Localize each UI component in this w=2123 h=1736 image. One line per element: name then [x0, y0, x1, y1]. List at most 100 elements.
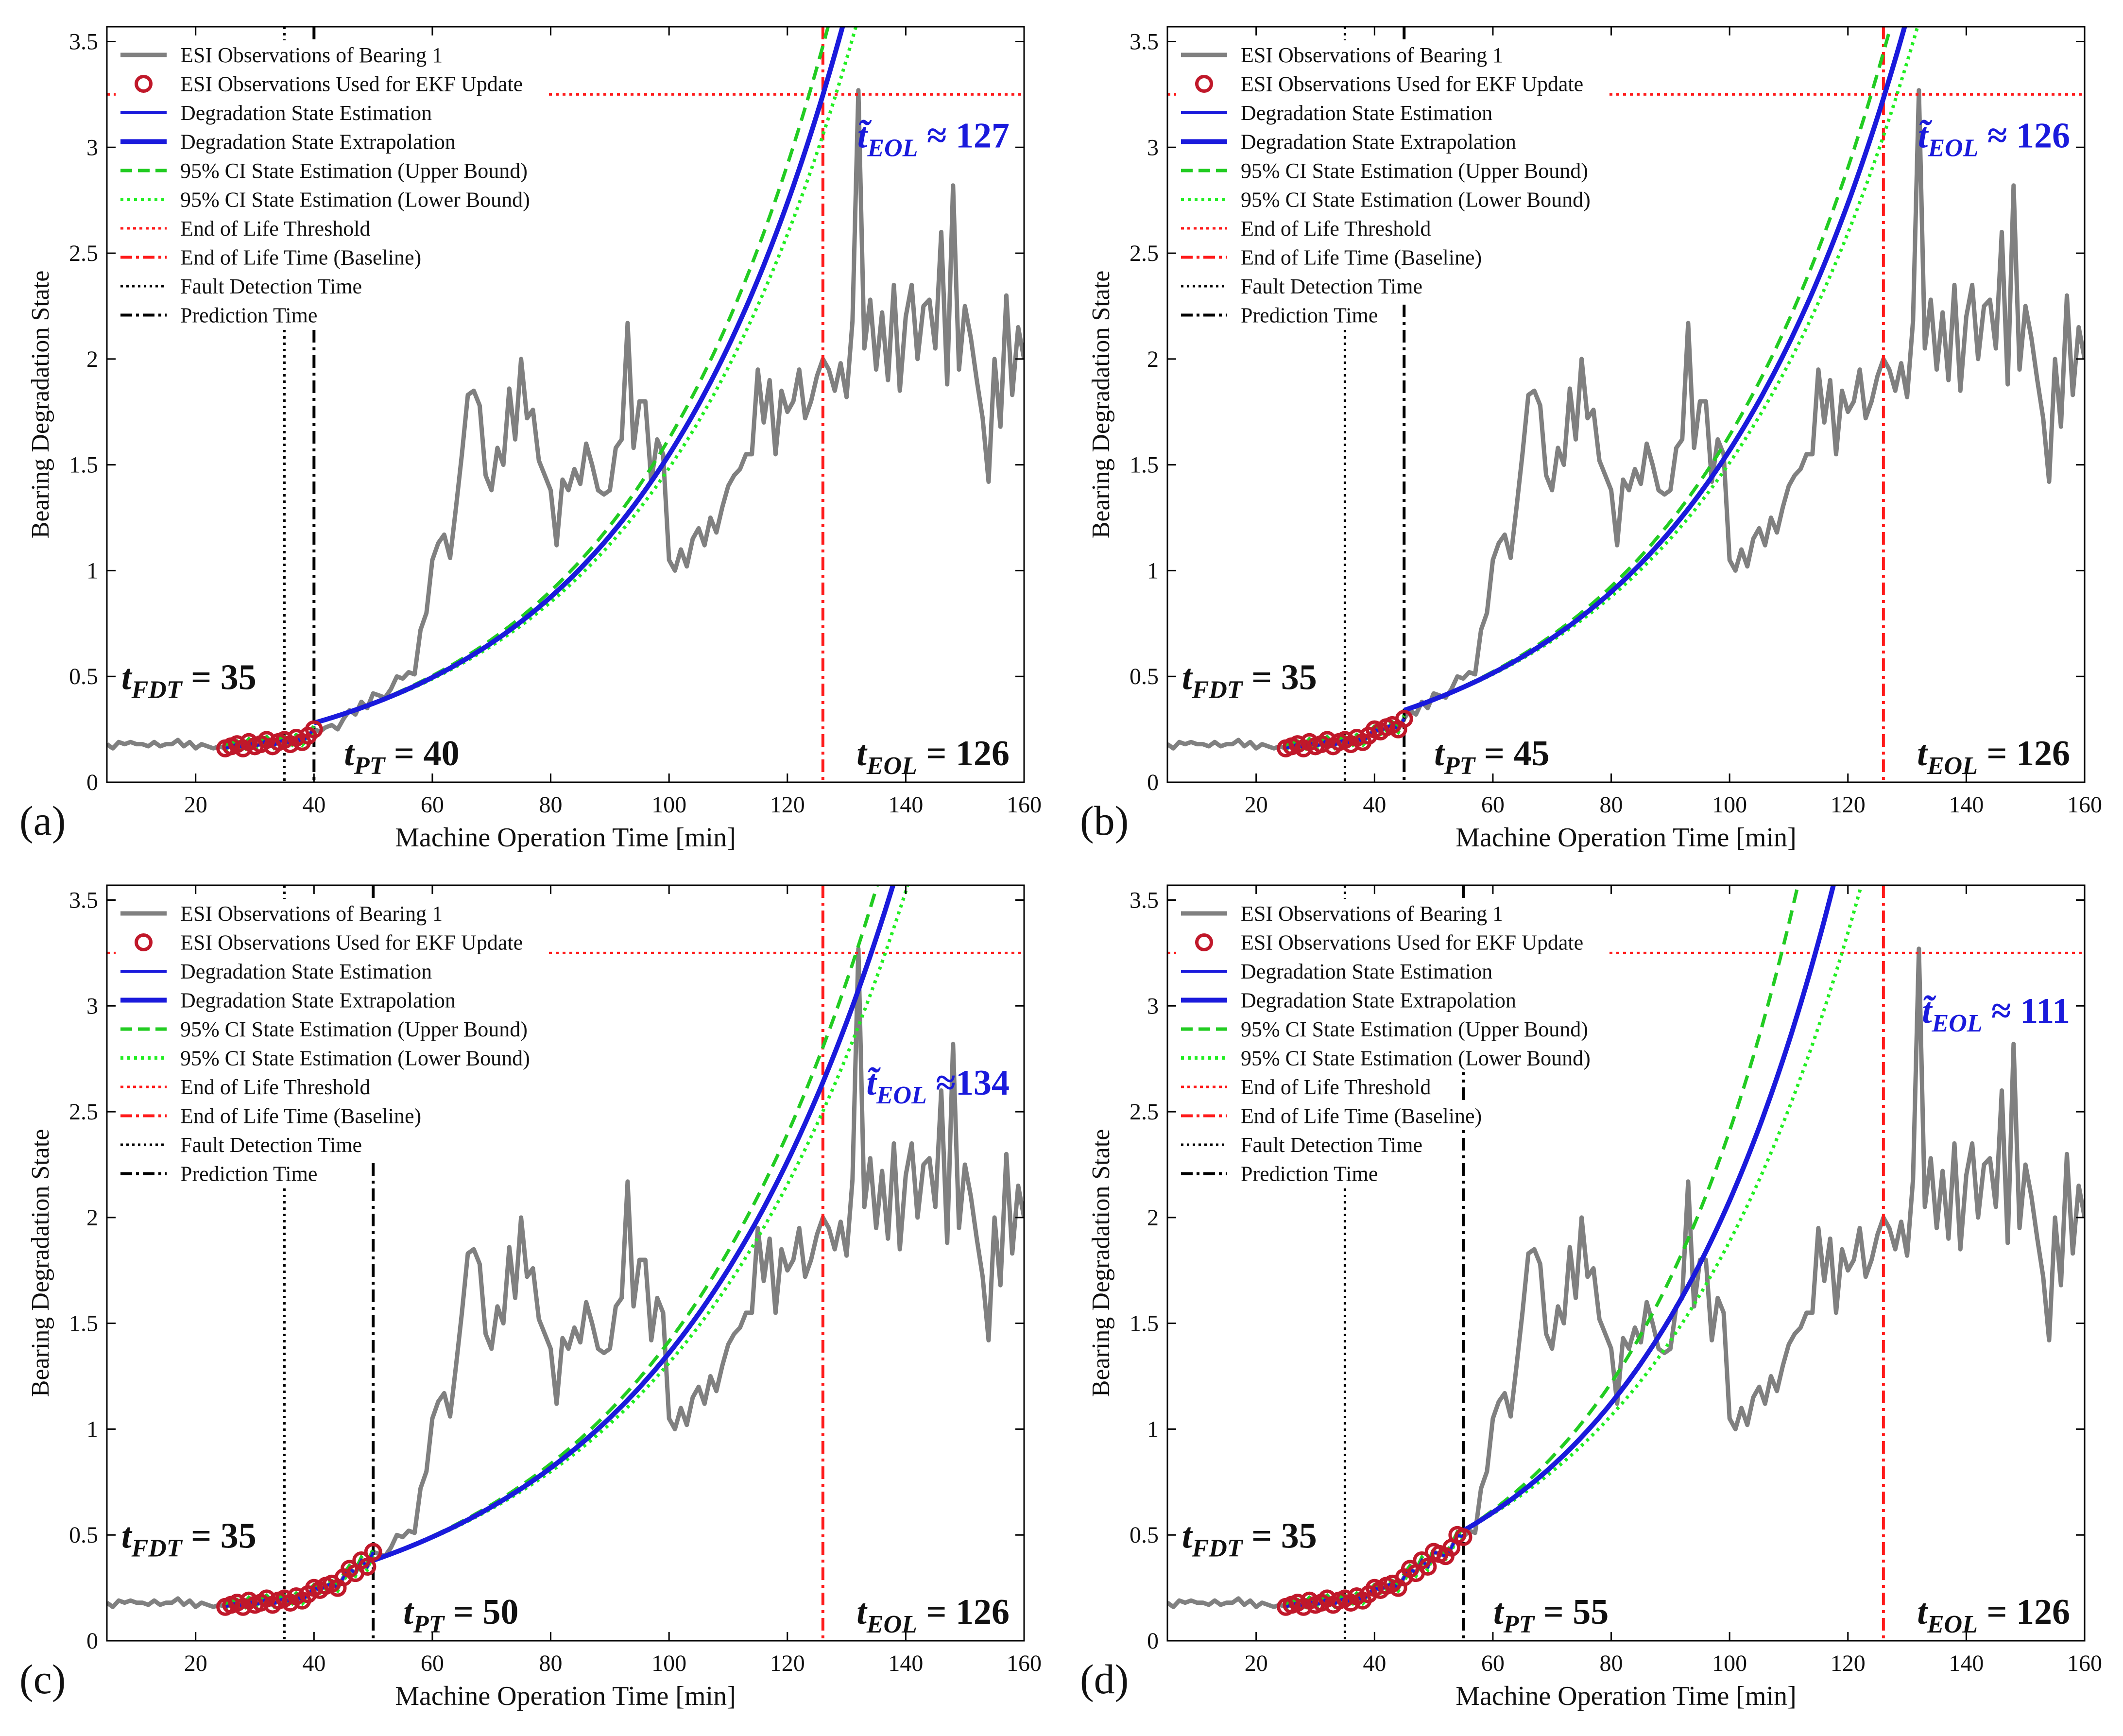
axes-frame [1166, 26, 2086, 783]
fdt-annotation: tFDT = 35 [121, 1516, 257, 1562]
legend-entry-bg [116, 899, 477, 928]
legend-entry-bg [116, 1130, 385, 1159]
legend-label: ESI Observations Used for EKF Update [1241, 72, 1583, 96]
legend-label: Degradation State Extrapolation [180, 989, 456, 1013]
y-tick-label: 1 [1147, 558, 1159, 584]
x-axis-label: Machine Operation Time [min] [395, 823, 736, 853]
legend-label: 95% CI State Estimation (Lower Bound) [180, 188, 530, 212]
x-tick-label: 80 [1600, 1650, 1623, 1676]
x-tick-label: 160 [1007, 1650, 1042, 1676]
y-tick-label: 0.5 [69, 664, 98, 689]
legend-label: Fault Detection Time [1241, 1133, 1422, 1157]
y-tick-label: 1.5 [69, 1311, 98, 1337]
eol-annotation: tEOL = 126 [1917, 734, 2070, 780]
predicted-eol-annotation: t̃EOL ≈ 126 [1918, 116, 2070, 162]
legend-entry-bg [1176, 899, 1538, 928]
state-extrapolation-line [372, 885, 896, 1563]
y-tick-label: 1.5 [69, 452, 98, 478]
legend-label: End of Life Time (Baseline) [180, 1104, 421, 1128]
y-tick-label: 1 [1147, 1416, 1159, 1442]
state-extrapolation-line [1462, 885, 1836, 1533]
x-tick-label: 20 [1245, 792, 1268, 818]
legend-entry-bg [116, 127, 508, 156]
legend-label: 95% CI State Estimation (Upper Bound) [1241, 159, 1588, 183]
legend: ESI Observations of Bearing 1 ESI Observa… [116, 899, 559, 1188]
panel-b: 20 40 60 80 100 120 140 160 0 0.5 1 1.5 2 2.5 3 3.5 Mach… [1080, 26, 2102, 853]
predicted-eol-annotation: t̃EOL ≈134 [866, 1063, 1010, 1109]
legend-label: 95% CI State Estimation (Upper Bound) [180, 1017, 528, 1041]
ekf-update-marker [305, 720, 323, 739]
legend-label: Prediction Time [1241, 1162, 1378, 1186]
plot-content [107, 885, 1024, 1641]
y-tick-label: 3 [1147, 993, 1159, 1019]
x-axis-label: Machine Operation Time [min] [395, 1681, 736, 1711]
pt-annotation: tPT = 45 [1434, 734, 1549, 780]
legend-entry-bg [1176, 272, 1446, 301]
legend-label: 95% CI State Estimation (Lower Bound) [180, 1047, 530, 1070]
y-tick-label: 2 [1147, 1205, 1159, 1231]
fdt-annotation: tFDT = 35 [1182, 1516, 1317, 1562]
y-tick-label: 3.5 [69, 887, 98, 913]
legend-label: Fault Detection Time [180, 275, 362, 298]
x-tick-label: 60 [421, 1650, 444, 1676]
x-tick-label: 40 [302, 792, 325, 818]
y-tick-label: 3.5 [1130, 29, 1159, 54]
legend-entry-bg [116, 1014, 559, 1044]
legend-entry-bg [116, 185, 559, 214]
axes-frame [106, 26, 1025, 783]
fdt-annotation: tFDT = 35 [1182, 657, 1317, 704]
legend-entry-bg [1176, 957, 1527, 986]
y-axis-label: Bearing Degradation State [1087, 271, 1115, 539]
legend-entry-bg [1176, 156, 1619, 185]
y-axis-label: Bearing Degradation State [1087, 1129, 1115, 1397]
y-tick-label: 3.5 [1130, 887, 1159, 913]
y-tick-label: 3.5 [69, 29, 98, 54]
y-tick-label: 0 [1147, 770, 1159, 795]
legend: ESI Observations of Bearing 1 ESI Observa… [116, 40, 559, 329]
x-tick-label: 100 [651, 1650, 686, 1676]
legend: ESI Observations of Bearing 1 ESI Observa… [1176, 899, 1619, 1188]
x-tick-label: 140 [888, 1650, 923, 1676]
legend-entry-bg [1176, 127, 1568, 156]
x-tick-label: 60 [421, 792, 444, 818]
panel-label: (b) [1080, 797, 1129, 844]
legend-label: Prediction Time [1241, 304, 1378, 327]
legend-label: End of Life Threshold [1241, 217, 1431, 241]
y-tick-label: 1.5 [1130, 452, 1159, 478]
x-tick-label: 120 [770, 1650, 805, 1676]
x-tick-label: 120 [1831, 792, 1866, 818]
x-tick-label: 120 [1831, 1650, 1866, 1676]
legend-entry-bg [116, 69, 548, 98]
predicted-eol-annotation: t̃EOL ≈ 127 [857, 116, 1010, 162]
x-tick-label: 80 [539, 792, 563, 818]
y-tick-label: 3 [86, 993, 98, 1019]
legend-entry-bg [1176, 1043, 1619, 1072]
legend-entry-bg [116, 98, 467, 127]
ekf-update-marker [1395, 709, 1413, 728]
y-axis-label: Bearing Degradation State [27, 1129, 54, 1397]
x-tick-label: 160 [2067, 1650, 2102, 1676]
ekf-update-markers [216, 720, 323, 757]
x-axis-label: Machine Operation Time [min] [1455, 823, 1796, 853]
legend-label: End of Life Time (Baseline) [180, 246, 421, 270]
legend-entry-bg [1176, 214, 1456, 243]
legend-entry-bg [1176, 40, 1538, 69]
plot-content [1167, 885, 2085, 1641]
ekf-update-marker [364, 1543, 382, 1561]
y-tick-label: 2.5 [1130, 241, 1159, 266]
x-tick-label: 100 [1712, 792, 1747, 818]
state-extrapolation-line [313, 27, 845, 725]
x-tick-label: 140 [1949, 1650, 1984, 1676]
legend-entry-bg [116, 1043, 559, 1072]
x-tick-label: 20 [184, 792, 207, 818]
y-tick-label: 0.5 [1130, 664, 1159, 689]
y-tick-label: 0.5 [1130, 1522, 1159, 1548]
legend-label: Degradation State Extrapolation [180, 130, 456, 154]
legend-label: ESI Observations of Bearing 1 [180, 902, 443, 926]
legend-label: Degradation State Estimation [1241, 960, 1492, 983]
legend-label: End of Life Threshold [180, 217, 370, 241]
pt-annotation: tPT = 50 [403, 1592, 518, 1638]
legend-entry-bg [116, 928, 548, 957]
legend-entry-bg [116, 242, 457, 272]
